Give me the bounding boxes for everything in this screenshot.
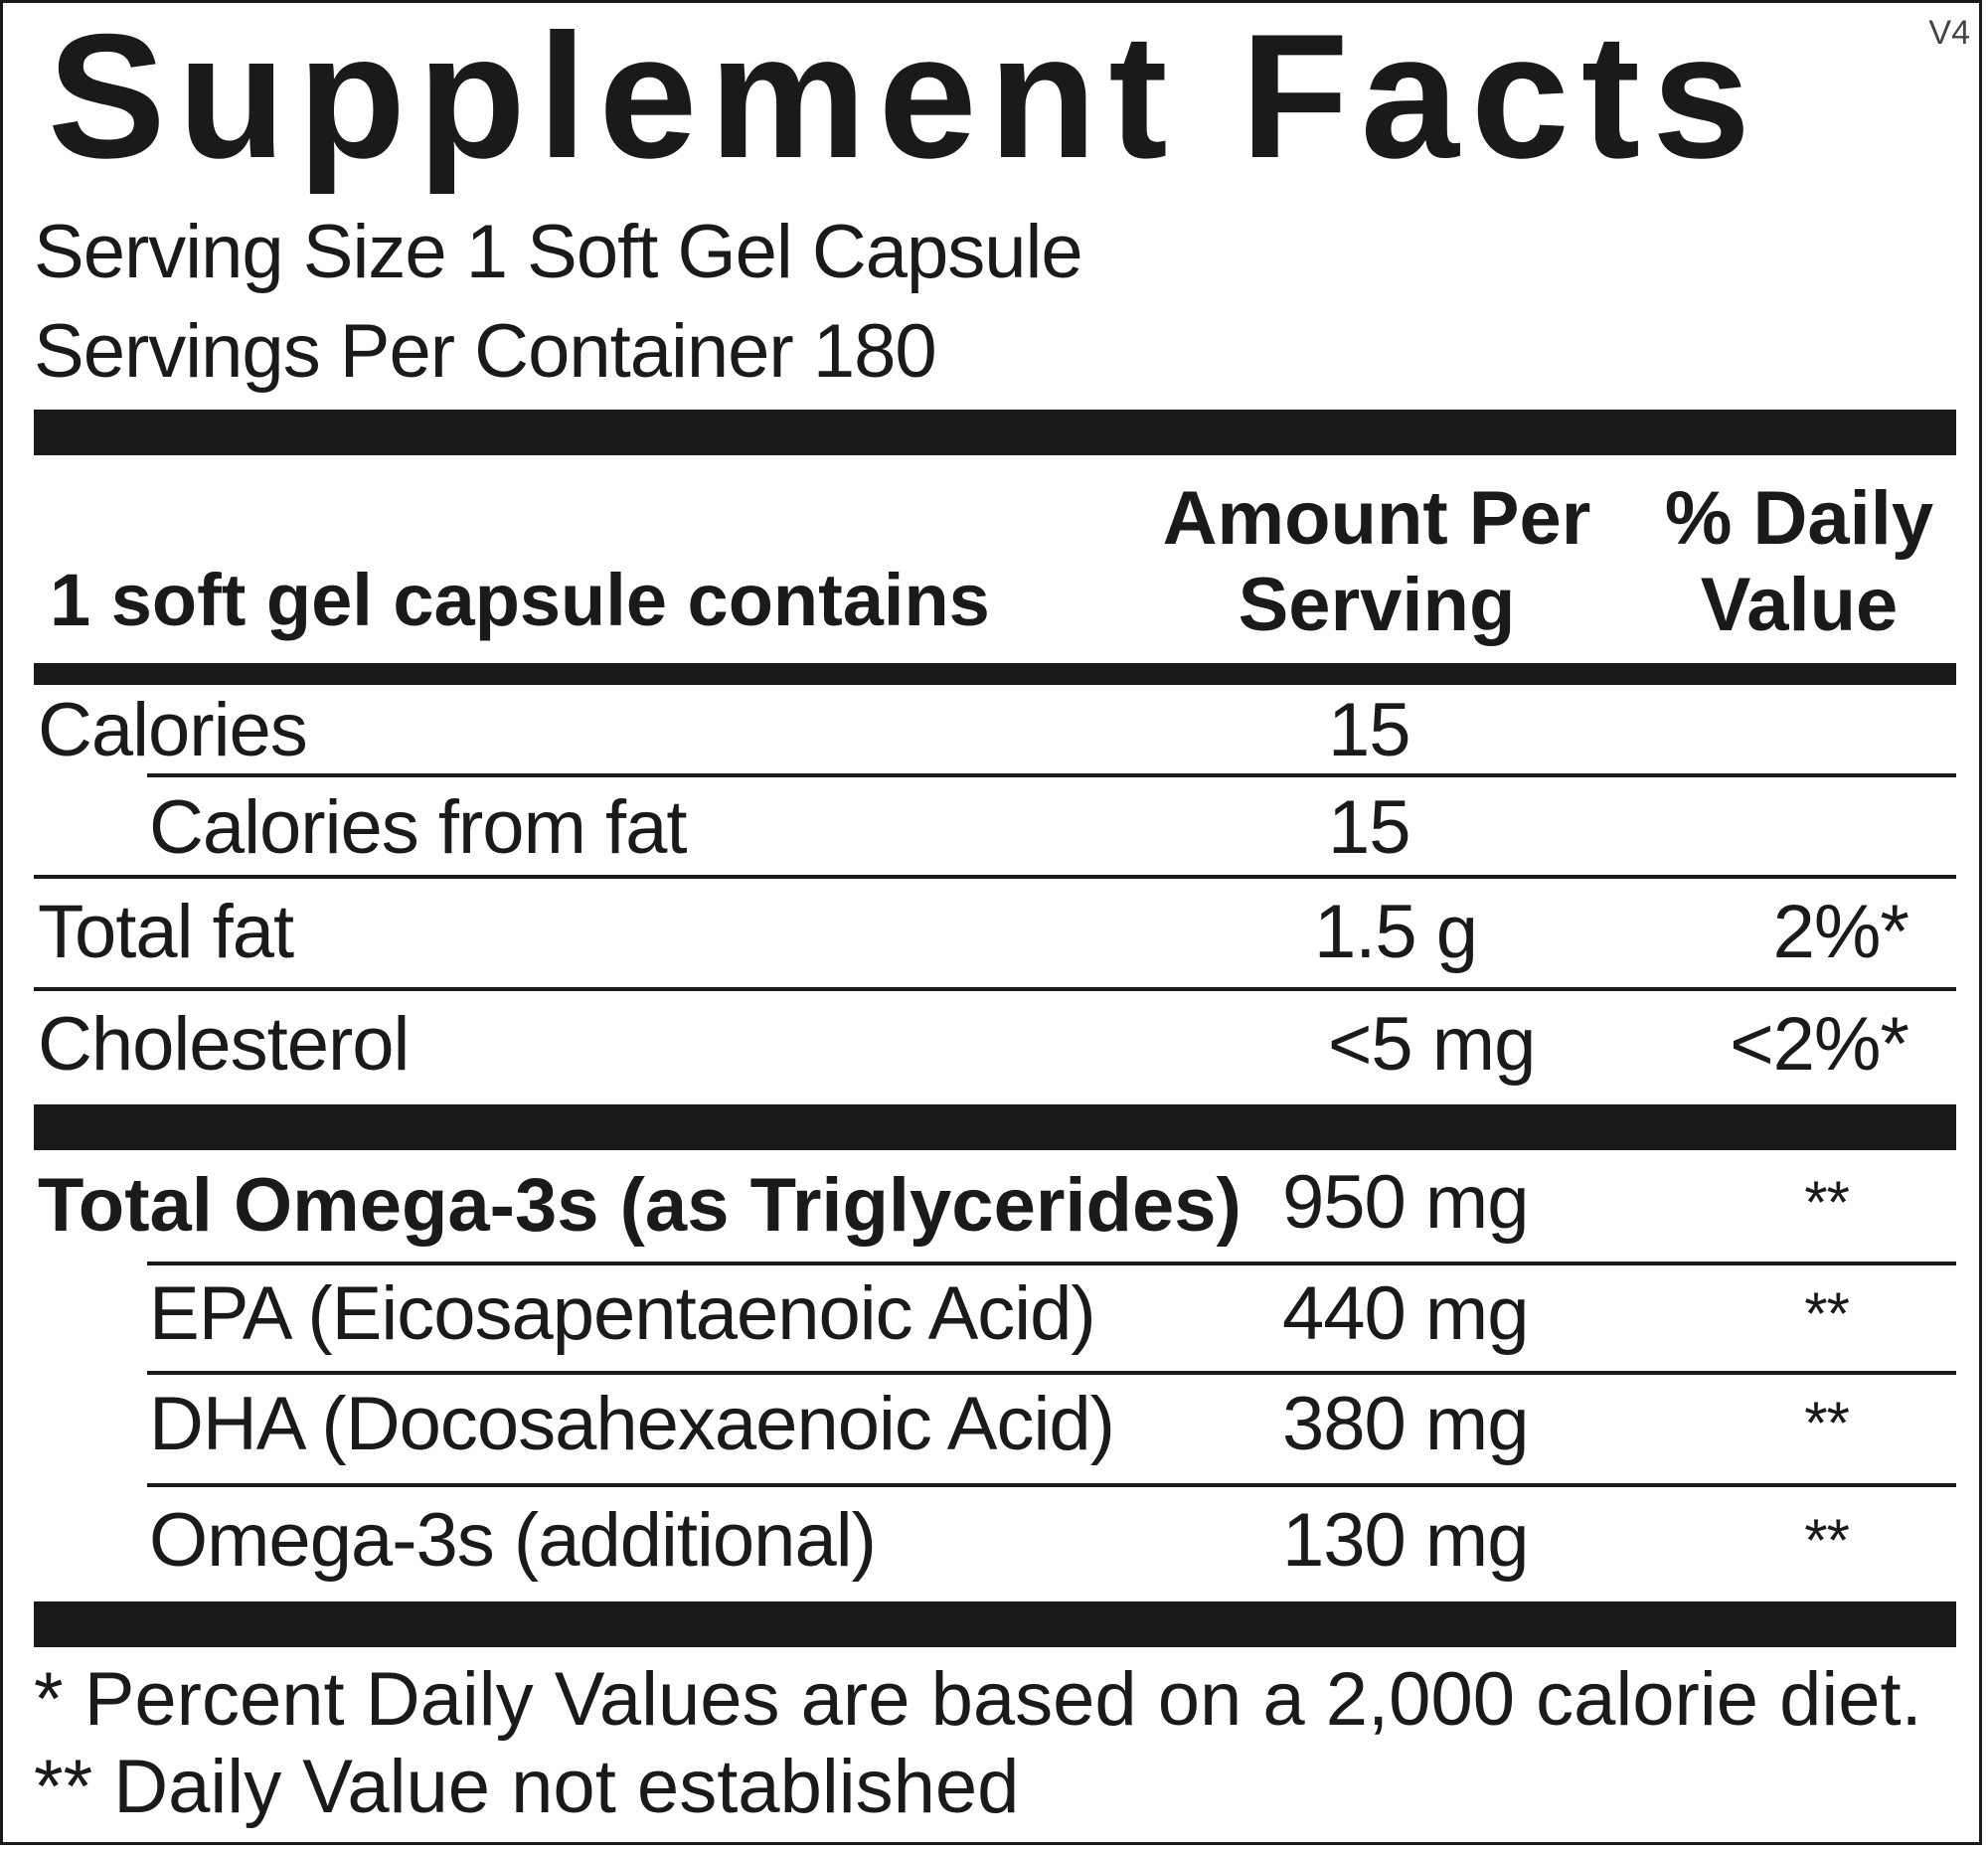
amount-header-line2: Serving	[1238, 563, 1516, 648]
row-divider	[34, 987, 1956, 991]
nutrient-amount: 950 mg	[1282, 1160, 1529, 1245]
nutrient-daily-value: <2%*	[1730, 1002, 1909, 1087]
footnote-daily-value-not-established: ** Daily Value not established	[34, 1745, 1020, 1829]
nutrient-name: Cholesterol	[38, 1002, 410, 1087]
servings-per-container: Servings Per Container 180	[34, 309, 937, 394]
nutrient-daily-value: 2%*	[1772, 890, 1909, 974]
version-code: V4	[1928, 14, 1970, 52]
thick-divider	[34, 410, 1956, 455]
nutrient-name: Calories	[38, 688, 308, 772]
serving-size: Serving Size 1 Soft Gel Capsule	[34, 210, 1083, 294]
nutrient-name: Total fat	[38, 890, 294, 974]
nutrient-amount: 130 mg	[1282, 1498, 1529, 1583]
amount-header-line1: Amount Per	[1162, 476, 1591, 561]
footnote-percent-daily-values: * Percent Daily Values are based on a 2,…	[34, 1657, 1922, 1742]
panel-title: Supplement Facts	[48, 0, 1763, 195]
row-divider	[34, 875, 1956, 879]
nutrient-amount: <5 mg	[1328, 1002, 1536, 1087]
nutrient-name: Calories from fat	[149, 785, 687, 870]
dv-header-line1: % Daily	[1664, 476, 1934, 561]
nutrient-daily-value: **	[1804, 1280, 1850, 1347]
nutrient-name: Total Omega-3s (as Triglycerides)	[38, 1163, 1242, 1248]
nutrient-daily-value: **	[1804, 1169, 1850, 1236]
nutrient-amount: 1.5 g	[1314, 890, 1478, 974]
nutrient-daily-value: **	[1804, 1507, 1850, 1574]
thick-divider	[34, 1601, 1956, 1647]
nutrient-amount: 440 mg	[1282, 1271, 1529, 1356]
column-header-contains: 1 soft gel capsule contains	[50, 559, 990, 641]
nutrient-amount: 15	[1328, 688, 1411, 772]
thick-divider	[34, 1104, 1956, 1150]
row-divider	[147, 1262, 1956, 1265]
nutrient-amount: 15	[1328, 785, 1411, 870]
nutrient-amount: 380 mg	[1282, 1382, 1529, 1466]
nutrient-name: EPA (Eicosapentaenoic Acid)	[149, 1271, 1096, 1356]
row-divider	[147, 1483, 1956, 1487]
nutrient-name: Omega-3s (additional)	[149, 1498, 877, 1583]
column-header-daily-value: % Daily Value	[1650, 475, 1948, 649]
row-divider	[147, 773, 1956, 777]
medium-divider	[34, 663, 1956, 685]
row-divider	[147, 1371, 1956, 1375]
nutrient-daily-value: **	[1804, 1390, 1850, 1456]
nutrient-name: DHA (Docosahexaenoic Acid)	[149, 1382, 1115, 1466]
column-header-amount: Amount Per Serving	[1143, 475, 1610, 649]
dv-header-line2: Value	[1700, 563, 1899, 648]
